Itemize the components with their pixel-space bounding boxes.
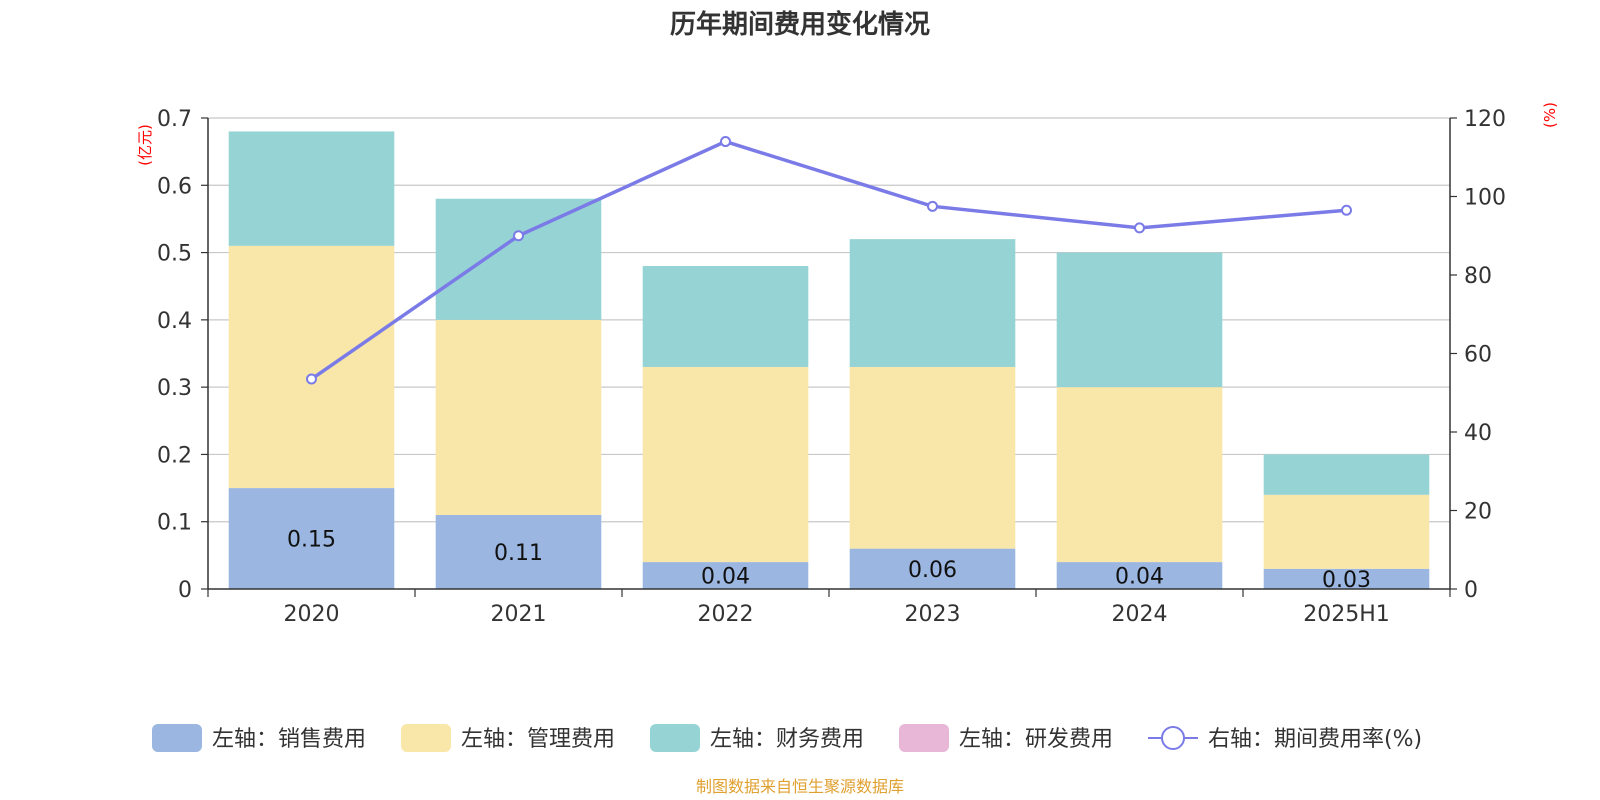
left-tick-label: 0.6 (157, 174, 192, 199)
x-tick-label: 2023 (905, 602, 961, 627)
bar-segment (642, 562, 809, 589)
bar-value-label: 0.15 (287, 528, 336, 553)
bar-segment (1056, 252, 1223, 388)
bar-value-label: 0.06 (908, 558, 957, 583)
legend: 左轴：销售费用 左轴：管理费用 左轴：财务费用 左轴：研发费用 右轴：期间费用率(%) (152, 724, 1422, 752)
bar-value-label: 0.04 (1115, 565, 1164, 590)
right-tick-label: 0 (1464, 578, 1478, 603)
bar-segment (228, 488, 395, 589)
bars (228, 131, 1430, 589)
rate-point (1341, 204, 1352, 216)
x-tick-label: 2022 (698, 602, 754, 627)
bar-segment (228, 131, 395, 246)
bar-segment (849, 548, 1016, 589)
bar-segment (1263, 454, 1430, 495)
rate-line (306, 136, 1352, 385)
bar-value-label: 0.04 (701, 565, 750, 590)
left-tick-label: 0.5 (157, 242, 192, 267)
rate-point (927, 200, 938, 212)
rate-point (720, 136, 731, 148)
legend-label: 左轴：研发费用 (959, 727, 1113, 752)
legend-swatch (152, 724, 202, 752)
bar-segment (849, 366, 1016, 549)
bar-segment (435, 198, 602, 320)
bar-segment (435, 514, 602, 589)
left-tick-label: 0.7 (157, 107, 192, 132)
right-tick-label: 40 (1464, 421, 1492, 446)
legend-marker (1161, 726, 1185, 750)
source-note: 制图数据来自恒生聚源数据库 (696, 777, 904, 796)
bar-segment (1056, 387, 1223, 563)
axes: 0 0.1 0.2 0.3 0.4 0.5 0.6 0.7 0 20 40 60 80 100 120 202… (157, 107, 1506, 627)
legend-swatch (650, 724, 700, 752)
right-axis-unit-label: (%) (1541, 102, 1559, 128)
rate-point (306, 373, 317, 385)
data-labels: 0.15 0.11 0.04 0.06 0.04 0.03 (287, 528, 1371, 593)
left-tick-label: 0.3 (157, 376, 192, 401)
rate-line-path (310, 139, 1347, 381)
bar-value-label: 0.11 (494, 541, 543, 566)
bar-segment (435, 319, 602, 515)
left-tick-label: 0 (178, 578, 192, 603)
x-tick-label: 2025H1 (1303, 602, 1390, 627)
left-axis-unit-label: (亿元) (136, 124, 154, 166)
left-tick-label: 0.2 (157, 443, 192, 468)
bar-segment (228, 245, 395, 489)
x-tick-label: 2021 (491, 602, 547, 627)
bar-segment (642, 366, 809, 563)
bar-segment (849, 239, 1016, 367)
legend-label: 左轴：销售费用 (212, 727, 366, 752)
legend-label: 右轴：期间费用率(%) (1208, 727, 1422, 752)
bar-value-label: 0.03 (1322, 568, 1371, 593)
legend-swatch (899, 724, 949, 752)
left-tick-label: 0.4 (157, 309, 192, 334)
bar-segment (642, 266, 809, 367)
bar-segment (1056, 562, 1223, 589)
bar-segment (1263, 568, 1430, 589)
chart-title: 历年期间费用变化情况 (670, 9, 930, 40)
right-tick-label: 100 (1464, 186, 1506, 211)
x-tick-label: 2020 (284, 602, 340, 627)
right-tick-label: 20 (1464, 500, 1492, 525)
rate-point (1134, 222, 1145, 234)
left-tick-label: 0.1 (157, 511, 192, 536)
right-tick-label: 60 (1464, 343, 1492, 368)
gridlines (208, 117, 1450, 523)
bar-segment (1263, 494, 1430, 569)
right-tick-label: 120 (1464, 107, 1506, 132)
rate-point (513, 230, 524, 242)
legend-label: 左轴：财务费用 (710, 727, 864, 752)
x-tick-label: 2024 (1112, 602, 1168, 627)
right-tick-label: 80 (1464, 264, 1492, 289)
legend-swatch (401, 724, 451, 752)
legend-label: 左轴：管理费用 (461, 727, 615, 752)
